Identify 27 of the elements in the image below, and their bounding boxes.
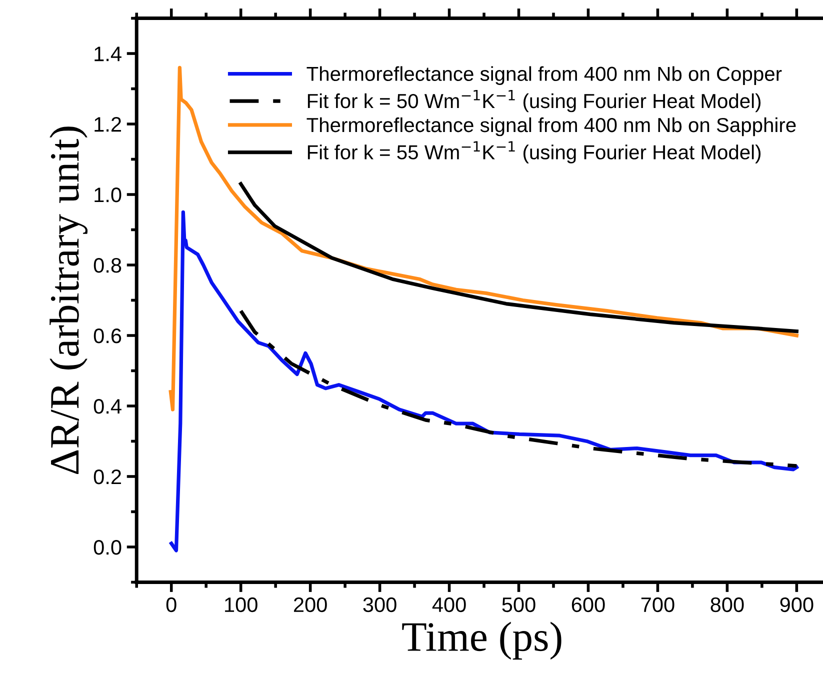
- x-tick-label: 500: [502, 597, 536, 612]
- y-tick-label: 1.4: [94, 46, 122, 62]
- x-tick-label: 400: [432, 597, 466, 612]
- line-series: [170, 210, 798, 552]
- x-tick-label: 600: [572, 597, 605, 612]
- line-series: [239, 309, 798, 468]
- y-axis-title: ΔR/R (arbitrary unit): [50, 126, 88, 474]
- y-tick-label: 0.6: [94, 328, 122, 344]
- x-tick-label: 900: [780, 597, 814, 612]
- legend-label: Fit for k = 50 Wm$^{−1}$K$^{−1}$ (using Fourier Heat Model): [308, 90, 761, 112]
- x-axis-title: Time (ps): [402, 622, 562, 660]
- y-tick-label: 1.0: [94, 188, 122, 202]
- legend-label: Thermoreflectance signal from 400 nm Nb on Copper: [306, 66, 782, 85]
- legend-label: Fit for k = 55 Wm$^{−1}$K$^{−1}$ (using Fourier Heat Model): [308, 141, 761, 164]
- y-tick-label: 0.8: [94, 258, 122, 273]
- x-tick-label: 300: [363, 597, 396, 612]
- x-tick-label: 800: [710, 597, 744, 612]
- legend-label: Thermoreflectance signal from 400 nm Nb on Sapphire: [306, 117, 796, 136]
- y-tick-label: 0.0: [94, 540, 122, 555]
- y-tick-label: 1.2: [94, 117, 121, 132]
- y-tick-label: 0.2: [94, 469, 121, 484]
- x-tick-label: 100: [225, 597, 258, 612]
- line-series: [239, 182, 798, 334]
- y-tick-label: 0.4: [94, 398, 122, 414]
- x-tick-label: 200: [294, 597, 327, 612]
- x-tick-label: 0: [166, 597, 176, 612]
- x-tick-label: 700: [641, 597, 674, 612]
